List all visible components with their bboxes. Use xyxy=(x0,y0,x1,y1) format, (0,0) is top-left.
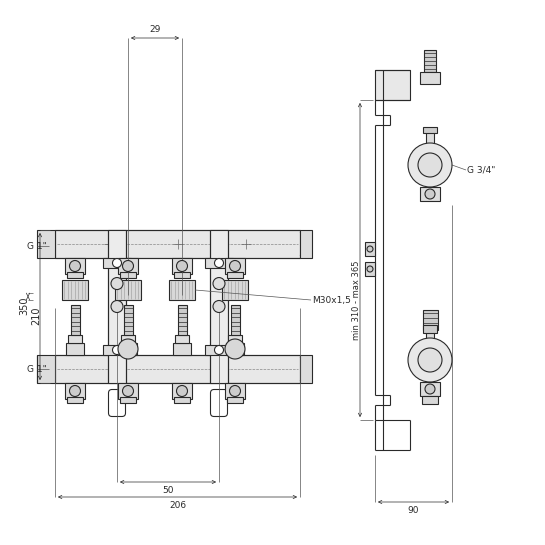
Circle shape xyxy=(177,385,187,397)
Bar xyxy=(420,187,440,201)
Circle shape xyxy=(123,261,134,271)
Bar xyxy=(173,343,191,355)
Bar xyxy=(67,397,83,403)
Circle shape xyxy=(123,385,134,397)
Bar xyxy=(172,383,192,399)
Bar xyxy=(228,335,242,343)
Circle shape xyxy=(111,277,123,289)
Circle shape xyxy=(418,153,442,177)
Bar xyxy=(365,262,375,276)
Bar xyxy=(423,325,437,333)
Bar xyxy=(210,230,228,383)
Bar xyxy=(103,258,131,268)
Bar xyxy=(70,305,80,335)
Bar xyxy=(119,343,137,355)
Circle shape xyxy=(177,261,187,271)
Text: M30x1,5: M30x1,5 xyxy=(312,295,351,305)
Bar xyxy=(65,383,85,399)
Bar xyxy=(65,258,85,274)
Text: 90: 90 xyxy=(408,506,419,515)
Text: 206: 206 xyxy=(169,501,186,510)
Text: 29: 29 xyxy=(149,25,161,34)
Bar xyxy=(124,305,132,335)
Bar xyxy=(55,355,300,383)
Bar xyxy=(365,242,375,256)
Bar xyxy=(423,310,438,330)
Bar xyxy=(121,335,135,343)
Bar xyxy=(426,130,434,150)
Circle shape xyxy=(367,246,373,252)
Circle shape xyxy=(213,277,225,289)
Circle shape xyxy=(225,339,245,359)
Circle shape xyxy=(70,385,81,397)
Bar xyxy=(62,280,88,300)
Bar xyxy=(120,397,136,403)
Bar xyxy=(227,397,243,403)
Circle shape xyxy=(215,346,223,354)
Circle shape xyxy=(213,300,225,312)
Circle shape xyxy=(418,348,442,372)
Bar xyxy=(118,383,138,399)
Bar xyxy=(169,280,195,300)
Circle shape xyxy=(367,266,373,272)
Bar xyxy=(300,230,312,258)
Circle shape xyxy=(229,261,240,271)
Text: 350: 350 xyxy=(19,296,29,315)
Bar xyxy=(115,280,141,300)
Circle shape xyxy=(215,258,223,268)
Text: 50: 50 xyxy=(162,486,174,495)
Circle shape xyxy=(111,300,123,312)
Bar xyxy=(300,355,312,383)
Bar xyxy=(108,230,126,383)
Bar xyxy=(37,355,55,383)
Bar xyxy=(55,230,300,258)
Bar xyxy=(227,272,243,278)
Circle shape xyxy=(425,384,435,394)
Text: min 310 - max 365: min 310 - max 365 xyxy=(352,260,360,340)
Bar xyxy=(175,335,189,343)
Bar xyxy=(426,330,434,346)
Circle shape xyxy=(70,261,81,271)
Circle shape xyxy=(229,385,240,397)
Bar xyxy=(375,70,410,100)
Bar xyxy=(420,382,440,396)
Bar xyxy=(205,258,233,268)
Bar xyxy=(120,272,136,278)
Bar xyxy=(172,258,192,274)
Bar xyxy=(178,305,186,335)
Bar xyxy=(103,345,131,355)
Circle shape xyxy=(425,189,435,199)
Bar xyxy=(37,230,55,258)
Bar xyxy=(422,396,438,404)
Bar xyxy=(423,127,437,133)
Circle shape xyxy=(112,346,122,354)
Circle shape xyxy=(408,143,452,187)
Circle shape xyxy=(112,258,122,268)
Bar xyxy=(424,50,436,72)
Bar xyxy=(420,72,440,84)
Bar xyxy=(226,343,244,355)
Bar xyxy=(174,272,190,278)
FancyBboxPatch shape xyxy=(210,390,227,416)
Bar xyxy=(174,397,190,403)
Circle shape xyxy=(408,338,452,382)
Bar xyxy=(225,258,245,274)
Text: G 3/4": G 3/4" xyxy=(467,166,495,174)
Text: 210: 210 xyxy=(31,306,41,325)
Circle shape xyxy=(118,339,138,359)
Bar xyxy=(68,335,82,343)
Bar xyxy=(66,343,84,355)
Text: G 1": G 1" xyxy=(27,241,47,251)
Text: G 1": G 1" xyxy=(27,365,47,373)
FancyBboxPatch shape xyxy=(108,390,125,416)
Bar xyxy=(222,280,248,300)
Bar xyxy=(118,258,138,274)
Bar xyxy=(205,345,233,355)
Bar xyxy=(225,383,245,399)
Bar xyxy=(231,305,239,335)
Bar xyxy=(67,272,83,278)
